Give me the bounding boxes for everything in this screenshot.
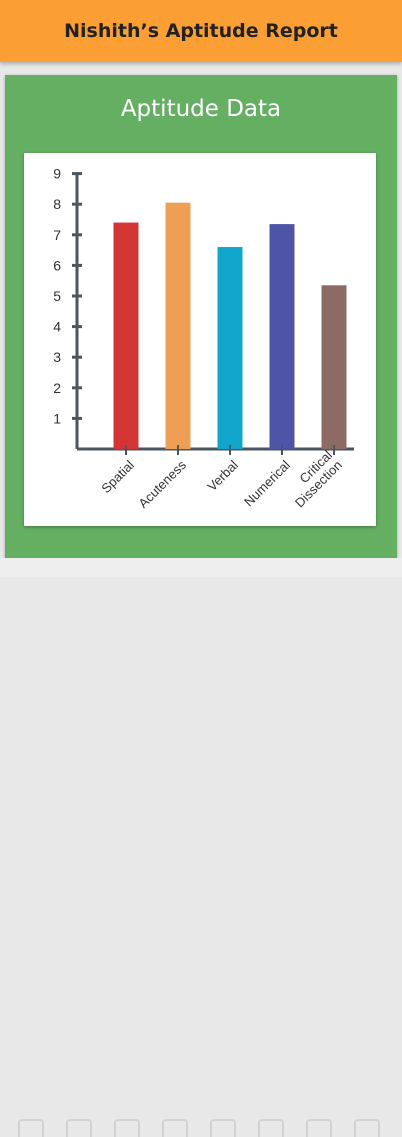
- y-tick-label: 4: [53, 319, 61, 335]
- y-tick-label: 7: [53, 227, 61, 243]
- page-title: Nishith’s Aptitude Report: [64, 20, 338, 42]
- pencil-icon: [258, 1119, 284, 1137]
- x-tick-label: Spatial: [98, 457, 137, 496]
- x-tick-label: CriticalDissection: [282, 447, 345, 510]
- x-tick-label: Verbal: [204, 457, 241, 494]
- x-tick-label: Numerical: [241, 457, 293, 509]
- card-title: Aptitude Data: [120, 96, 282, 122]
- pencil-icon: [18, 1119, 44, 1137]
- y-tick-label: 8: [53, 196, 61, 212]
- bar: [321, 285, 347, 449]
- app-header: Nishith’s Aptitude Report: [0, 0, 402, 62]
- y-tick-label: 2: [53, 380, 61, 396]
- y-tick-label: 6: [53, 257, 61, 273]
- y-tick-label: 1: [53, 410, 61, 426]
- y-tick-label: 9: [53, 166, 61, 182]
- y-tick-label: 5: [53, 288, 61, 304]
- calculator-icon: [114, 1119, 140, 1137]
- background-icon-strip: [0, 558, 402, 1137]
- calculator-icon: [354, 1119, 380, 1137]
- clipboard-icon: [66, 1119, 92, 1137]
- book-icon: [210, 1119, 236, 1137]
- profile-icon: [162, 1119, 188, 1137]
- y-tick-label: 3: [53, 349, 61, 365]
- chart-container: 1 2 3 4 5 6 7 8 9 Spatial Acuteness Verbal Numerical…: [24, 153, 376, 526]
- bar: [113, 222, 139, 449]
- document-icon: [306, 1119, 332, 1137]
- bar: [217, 247, 243, 449]
- bar: [165, 202, 191, 449]
- x-tick-label: Acuteness: [135, 457, 189, 511]
- bar: [269, 224, 295, 449]
